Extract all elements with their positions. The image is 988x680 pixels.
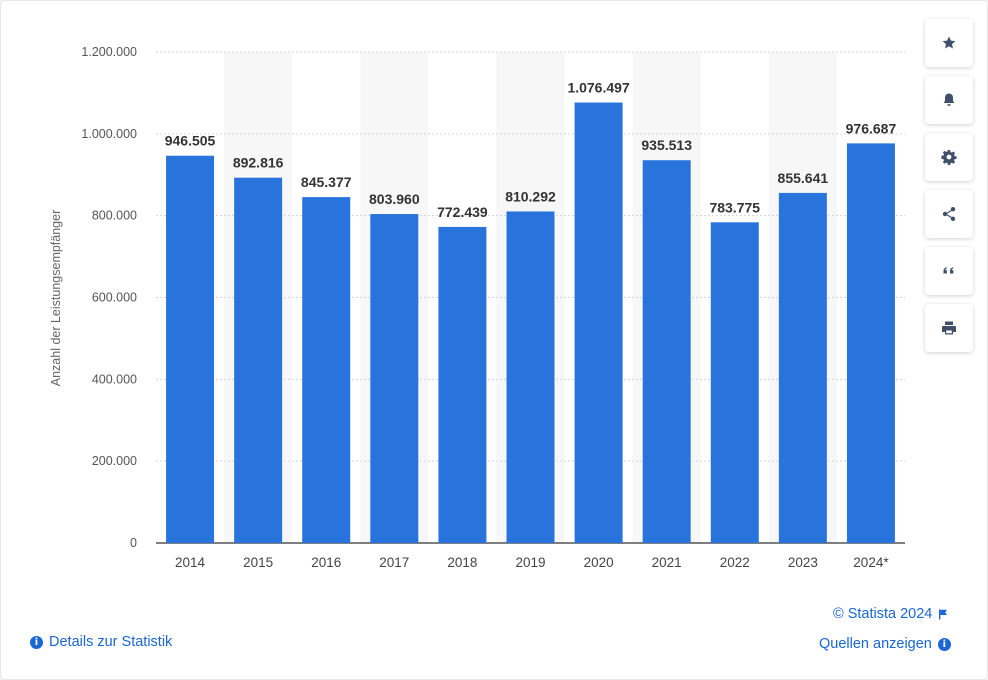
x-tick-label: 2021 (652, 555, 682, 570)
bar-chart: 0 200.000 400.000 600.000 800.000 1.000.000 1.… (49, 45, 905, 570)
bar[interactable] (438, 226, 487, 543)
x-tick-label: 2020 (584, 555, 614, 570)
data-label: 810.292 (505, 188, 556, 204)
bell-icon (943, 93, 955, 106)
data-label: 976.687 (846, 120, 897, 136)
favorite-button[interactable] (925, 19, 973, 67)
gear-icon (941, 150, 957, 165)
data-label: 772.439 (437, 204, 488, 220)
bar[interactable] (642, 160, 691, 543)
share-icon (942, 207, 956, 221)
x-tick-label: 2014 (175, 555, 206, 570)
x-tick-label: 2022 (720, 555, 750, 570)
settings-button[interactable] (925, 133, 973, 181)
details-link-text: Details zur Statistik (49, 634, 173, 650)
bar[interactable] (778, 192, 827, 544)
bar[interactable] (370, 214, 419, 543)
info-icon: i (937, 637, 951, 651)
y-tick-label: 1.000.000 (81, 127, 137, 141)
x-tick-label: 2016 (311, 555, 341, 570)
x-tick-label: 2015 (243, 555, 273, 570)
data-label: 946.505 (165, 133, 216, 149)
sources-link-text: Quellen anzeigen (819, 636, 932, 652)
bar[interactable] (234, 177, 283, 543)
bar[interactable] (506, 211, 555, 544)
bar[interactable] (302, 197, 351, 543)
y-axis-title: Anzahl der Leistungsempfänger (49, 210, 63, 387)
x-tick-label: 2019 (515, 555, 545, 570)
quote-icon (943, 267, 954, 274)
y-tick-label: 400.000 (92, 372, 137, 386)
share-button[interactable] (925, 190, 973, 238)
y-tick-label: 0 (130, 536, 137, 550)
data-label: 1.076.497 (567, 80, 629, 96)
data-label: 803.960 (369, 191, 420, 207)
data-label: 935.513 (641, 137, 692, 153)
copyright-text: © Statista 2024 (833, 606, 933, 622)
data-label: 845.377 (301, 174, 352, 190)
x-tick-label: 2017 (379, 555, 409, 570)
bar[interactable] (846, 143, 895, 543)
y-tick-label: 1.200.000 (81, 45, 137, 59)
toolbar (925, 19, 973, 361)
x-tick-label: 2024* (853, 555, 889, 570)
star-icon (942, 36, 956, 49)
info-icon: i (30, 635, 43, 649)
print-icon (942, 321, 956, 335)
sources-link[interactable]: Quellen anzeigen i (819, 636, 951, 652)
x-tick-label: 2023 (788, 555, 818, 570)
flag-icon (939, 609, 948, 619)
bar[interactable] (710, 222, 759, 543)
print-button[interactable] (925, 304, 973, 352)
bar[interactable] (166, 155, 215, 543)
y-tick-label: 200.000 (92, 454, 137, 468)
data-label: 783.775 (709, 199, 760, 215)
notification-button[interactable] (925, 76, 973, 124)
bar[interactable] (574, 102, 623, 543)
y-tick-label: 600.000 (92, 291, 137, 305)
x-tick-label: 2018 (447, 555, 477, 570)
details-link[interactable]: i Details zur Statistik (30, 634, 172, 650)
cite-button[interactable] (925, 247, 973, 295)
y-tick-label: 800.000 (92, 209, 137, 223)
copyright[interactable]: © Statista 2024 (833, 606, 948, 622)
data-label: 892.816 (233, 155, 284, 171)
data-label: 855.641 (778, 170, 829, 186)
